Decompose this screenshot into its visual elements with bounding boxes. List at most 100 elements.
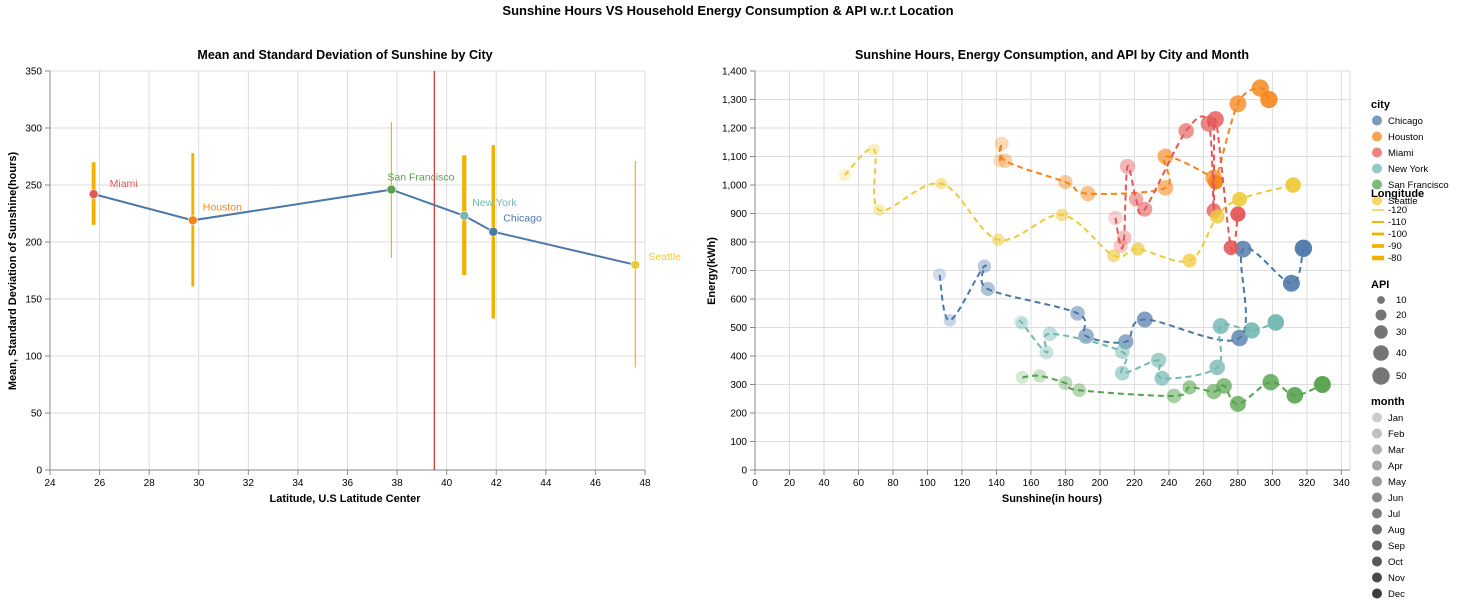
point-san-francisco	[1262, 374, 1279, 391]
legend-month-label-dec: Dec	[1388, 589, 1405, 600]
right-y-tick-label: 300	[730, 380, 747, 391]
right-x-tick-label: 60	[853, 478, 865, 489]
legend-month-swatch-apr	[1372, 460, 1382, 471]
left-y-tick-label: 350	[25, 67, 42, 78]
legend-month-swatch-dec	[1372, 588, 1382, 599]
legend-api-swatch	[1373, 345, 1389, 361]
mean-point-new-york	[459, 210, 470, 221]
left-x-tick-label: 24	[44, 478, 56, 489]
right-axes: 0 20 40 60 80 100 120 140 160 180 200 220 240 260 280 3…	[722, 67, 1350, 490]
left-x-tick-label: 32	[243, 478, 255, 489]
legend-api-label: 40	[1396, 348, 1407, 359]
city-label-new-york: New York	[472, 197, 517, 209]
right-x-tick-label: 200	[1092, 478, 1109, 489]
right-x-tick-label: 140	[988, 478, 1005, 489]
mean-std-chart: Mean and Standard Deviation of Sunshine …	[7, 48, 681, 505]
right-y-tick-label: 1,000	[722, 181, 747, 192]
legend-month-label-feb: Feb	[1388, 429, 1404, 440]
page-title: Sunshine Hours VS Household Energy Consu…	[502, 3, 953, 18]
legend-api-label: 10	[1396, 295, 1407, 306]
left-y-tick-label: 100	[25, 352, 42, 363]
right-y-tick-label: 1,100	[722, 152, 747, 163]
trend-line-seattle	[843, 147, 1294, 263]
right-y-axis-title: Energy(kWh)	[706, 237, 718, 305]
legend-api-label: 20	[1396, 310, 1407, 321]
right-x-tick-label: 20	[784, 478, 796, 489]
point-seattle	[1285, 177, 1301, 193]
left-x-tick-label: 34	[292, 478, 304, 489]
legend-longitude-label: -90	[1388, 241, 1402, 252]
legend-month-label-nov: Nov	[1388, 573, 1405, 584]
right-y-tick-label: 1,200	[722, 124, 747, 135]
right-x-tick-label: 100	[919, 478, 936, 489]
right-x-tick-label: 340	[1333, 478, 1350, 489]
legend-longitude-label: -100	[1388, 229, 1407, 240]
trend-line-houston	[998, 87, 1270, 195]
city-label-san-francisco: San Francisco	[387, 172, 454, 184]
legend-longitude-label: -120	[1388, 205, 1407, 216]
mean-point-seattle	[630, 259, 641, 270]
legend-city-label-seattle: Seattle	[1388, 196, 1418, 207]
left-y-tick-label: 0	[36, 466, 42, 477]
right-x-tick-label: 240	[1161, 478, 1178, 489]
legend-city-swatch-new-york	[1372, 163, 1382, 174]
point-san-francisco	[1166, 388, 1182, 404]
right-x-axis-title: Sunshine(in hours)	[1002, 493, 1103, 505]
left-y-tick-label: 250	[25, 181, 42, 192]
legend-api-swatch	[1374, 325, 1388, 339]
mean-point-chicago	[488, 226, 499, 237]
legend-month-label-oct: Oct	[1388, 557, 1403, 568]
left-x-tick-label: 36	[342, 478, 354, 489]
right-x-tick-label: 320	[1299, 478, 1316, 489]
left-x-tick-label: 40	[441, 478, 453, 489]
legend-longitude-label: -80	[1388, 253, 1402, 264]
trend-line-chicago	[938, 246, 1305, 344]
point-seattle	[1131, 242, 1145, 256]
right-x-tick-label: 260	[1195, 478, 1212, 489]
legend-city-label-chicago: Chicago	[1388, 116, 1423, 127]
legend: city Chicago Houston Miami New York San Fran…	[1371, 99, 1449, 600]
right-y-tick-label: 800	[730, 238, 747, 249]
left-y-axis-title: Mean, Standard Deviation of Sunshine(hou…	[7, 151, 19, 390]
legend-month-label-jul: Jul	[1388, 509, 1400, 520]
point-houston	[1080, 186, 1096, 202]
city-label-houston: Houston	[203, 201, 242, 213]
legend-city-swatch-chicago	[1372, 115, 1382, 126]
legend-city-label-san-francisco: San Francisco	[1388, 180, 1449, 191]
left-marks: Miami Houston San Francisco New York Chicago…	[88, 71, 681, 470]
legend-month-swatch-jun	[1372, 492, 1382, 503]
left-grid	[49, 70, 646, 471]
legend-city-title: city	[1371, 99, 1391, 111]
mean-point-houston	[188, 215, 198, 226]
left-y-tick-label: 50	[31, 409, 43, 420]
legend-api-items: 10 20 30 40 50	[1372, 295, 1407, 385]
legend-month-swatch-may	[1372, 476, 1382, 487]
right-y-tick-label: 900	[730, 209, 747, 220]
right-y-tick-label: 1,300	[722, 95, 747, 106]
point-new-york	[1243, 322, 1260, 339]
legend-month-swatch-aug	[1372, 524, 1382, 535]
point-miami	[1108, 210, 1123, 226]
left-x-tick-label: 26	[94, 478, 106, 489]
point-houston	[1208, 174, 1223, 190]
left-x-tick-label: 48	[639, 478, 651, 489]
legend-api-title: API	[1371, 279, 1389, 291]
mean-line	[93, 188, 636, 266]
legend-month-swatch-feb	[1372, 428, 1382, 439]
right-x-tick-label: 220	[1126, 478, 1143, 489]
legend-longitude-items: -120-110-100-90-80	[1372, 205, 1407, 264]
right-chart-title: Sunshine Hours, Energy Consumption, and …	[855, 48, 1249, 62]
legend-month-label-aug: Aug	[1388, 525, 1405, 536]
right-x-tick-label: 280	[1230, 478, 1247, 489]
right-y-tick-label: 1,400	[722, 67, 747, 78]
legend-city-label-miami: Miami	[1388, 148, 1413, 159]
city-label-chicago: Chicago	[503, 213, 542, 225]
right-y-tick-label: 700	[730, 266, 747, 277]
left-axes: 24 26 28 30 32 34 36 38 40 42 44 46 48 0 50 100 150 200 25…	[25, 67, 651, 490]
left-x-tick-label: 46	[590, 478, 602, 489]
left-x-axis-title: Latitude, U.S Latitude Center	[270, 493, 422, 505]
legend-city-swatch-san-francisco	[1372, 179, 1382, 190]
right-x-tick-label: 0	[752, 478, 758, 489]
right-marks	[838, 79, 1331, 412]
